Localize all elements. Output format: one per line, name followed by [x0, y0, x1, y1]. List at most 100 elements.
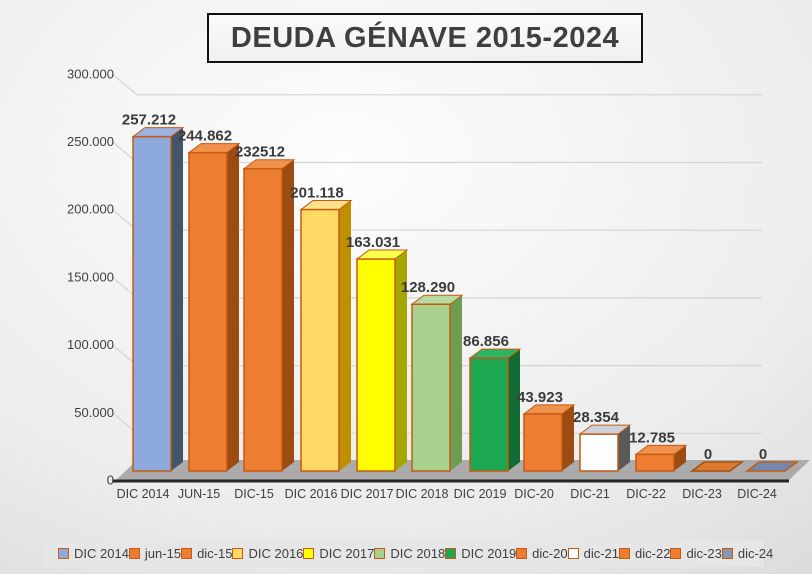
bar-dic-2017[interactable] — [355, 249, 409, 472]
x-axis-label: DIC-21 — [570, 487, 610, 501]
legend-item-dic-22[interactable]: dic-22 — [619, 546, 670, 561]
bar-side-face — [171, 127, 183, 472]
data-label: 128.290 — [401, 279, 455, 296]
legend-item-dic-2017[interactable]: DIC 2017 — [303, 546, 374, 561]
bar-dic-23[interactable] — [689, 461, 745, 472]
legend-label: dic-20 — [532, 546, 568, 561]
legend-swatch — [619, 548, 631, 559]
bar-side-face — [395, 250, 407, 471]
data-label: 86.856 — [463, 333, 509, 350]
legend-item-dic-20[interactable]: dic-20 — [516, 546, 568, 561]
legend-label: DIC 2014 — [74, 546, 129, 561]
legend-label: dic-24 — [737, 546, 774, 561]
data-label: 0 — [759, 446, 767, 463]
x-axis-label: DIC-24 — [737, 487, 777, 501]
bar-front-face — [579, 433, 619, 472]
bar-dic-2014[interactable] — [131, 127, 185, 472]
bar-front-face — [356, 258, 396, 472]
data-label: 0 — [704, 446, 712, 463]
legend-label: dic-15 — [197, 546, 233, 561]
data-label: 201.118 — [290, 185, 343, 202]
y-tick-label: 0 — [107, 473, 114, 488]
gridline — [111, 73, 762, 96]
bar-dic-2019[interactable] — [468, 348, 522, 472]
legend-item-dic-24[interactable]: dic-24 — [721, 546, 774, 561]
bar-dic-21[interactable] — [578, 424, 632, 472]
x-axis-label: DIC 2016 — [285, 487, 338, 501]
chart-title: DEUDA GÉNAVE 2015-2024 — [230, 21, 620, 54]
bar-side-face — [562, 404, 574, 471]
legend-swatch — [670, 548, 682, 559]
chart-title-box: DEUDA GÉNAVE 2015-2024 — [207, 13, 643, 63]
legend-item-dic-2019[interactable]: DIC 2019 — [445, 546, 516, 561]
legend-swatch — [721, 548, 733, 559]
y-tick-label: 300.000 — [67, 66, 114, 81]
x-axis-label: DIC-15 — [234, 487, 274, 501]
legend-swatch — [374, 548, 386, 559]
x-axis-label: DIC 2017 — [341, 487, 394, 501]
data-label: 232512 — [235, 144, 285, 161]
x-axis-label: DIC-23 — [682, 487, 722, 501]
legend-label: jun-15 — [144, 546, 182, 561]
legend-swatch — [445, 548, 457, 559]
data-label: 12.785 — [629, 429, 675, 446]
bar-dic-2016[interactable] — [299, 200, 353, 472]
bar-side-face — [339, 200, 351, 471]
data-label: 43.923 — [517, 389, 563, 406]
legend-swatch — [232, 548, 244, 559]
legend-item-dic-2014[interactable]: DIC 2014 — [58, 546, 129, 561]
legend-item-dic-15[interactable]: dic-15 — [181, 546, 232, 561]
legend-item-dic-2018[interactable]: DIC 2018 — [374, 546, 445, 561]
bar-front-face — [188, 151, 228, 472]
bar-dic-20[interactable] — [522, 404, 576, 472]
x-axis-label: DIC-20 — [514, 487, 554, 501]
y-tick-label: 100.000 — [67, 337, 114, 352]
bar-front-face — [411, 303, 451, 472]
bar-dic-2018[interactable] — [410, 294, 464, 472]
data-label: 28.354 — [573, 409, 620, 426]
bar-dic-22[interactable] — [634, 444, 688, 472]
legend-label: DIC 2017 — [319, 546, 375, 561]
bar-front-face — [523, 413, 563, 472]
bar-side-face — [618, 425, 630, 471]
legend-swatch — [516, 548, 528, 559]
bar-side-face — [674, 445, 686, 471]
data-label: 257.212 — [122, 112, 176, 129]
x-axis-label: DIC 2019 — [454, 487, 507, 501]
bar-side-face — [508, 349, 520, 471]
bar-side-face — [450, 295, 462, 471]
legend-label: dic-23 — [686, 546, 722, 561]
x-axis-label: DIC 2014 — [117, 487, 170, 501]
bar-front-face — [300, 208, 340, 472]
y-tick-label: 250.000 — [67, 134, 114, 149]
bar-dic-15[interactable] — [242, 159, 296, 472]
bar-side-face — [227, 143, 239, 472]
bar-jun-15[interactable] — [187, 143, 241, 472]
x-axis-label: DIC 2018 — [396, 487, 449, 501]
legend-label: DIC 2018 — [390, 546, 446, 561]
legend-item-dic-23[interactable]: dic-23 — [670, 546, 722, 561]
bar-flat-face — [744, 461, 800, 472]
data-label: 163.031 — [346, 234, 400, 251]
legend-label: DIC 2019 — [461, 546, 517, 561]
legend-item-dic-21[interactable]: dic-21 — [567, 546, 619, 561]
x-axis-label: JUN-15 — [178, 487, 220, 501]
y-tick-label: 50.000 — [74, 405, 114, 420]
legend-swatch — [58, 548, 69, 559]
legend-swatch — [128, 548, 140, 559]
legend-item-jun-15[interactable]: jun-15 — [128, 546, 182, 561]
y-tick-label: 150.000 — [67, 269, 114, 284]
bar-flat-face — [689, 461, 745, 472]
legend-swatch — [181, 548, 193, 559]
legend-label: DIC 2016 — [248, 546, 304, 561]
bar-front-face — [132, 135, 172, 472]
bar-front-face — [469, 357, 509, 472]
bar-dic-24[interactable] — [744, 461, 800, 472]
legend-label: dic-22 — [635, 546, 671, 561]
legend: DIC 2014 jun-15 dic-15 DIC 2016 DIC 2017 DIC … — [44, 540, 773, 567]
bar-side-face — [282, 159, 294, 471]
legend-item-dic-2016[interactable]: DIC 2016 — [232, 546, 303, 561]
data-label: 244.862 — [178, 128, 232, 145]
bar-front-face — [635, 453, 675, 472]
